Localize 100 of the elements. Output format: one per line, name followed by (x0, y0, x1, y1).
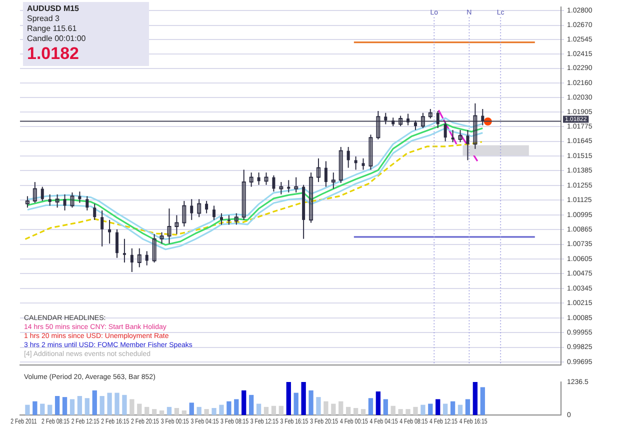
bar (264, 406, 269, 415)
candlestick (368, 134, 373, 170)
bar (390, 406, 396, 415)
bar (331, 404, 336, 415)
bar (436, 399, 440, 415)
bar (152, 409, 157, 415)
candlestick (473, 102, 478, 150)
candlestick (264, 172, 268, 186)
bar (383, 399, 388, 415)
bar (84, 398, 90, 415)
bar (196, 406, 202, 415)
candlestick (137, 248, 142, 268)
bar (32, 401, 38, 415)
candlestick (444, 122, 447, 142)
candlestick (212, 205, 216, 220)
bar (428, 404, 433, 415)
bar (248, 394, 254, 415)
candlestick (272, 174, 276, 192)
bar (443, 404, 448, 415)
candlestick (70, 192, 74, 208)
candlestick (108, 219, 112, 244)
bar (144, 406, 150, 415)
candlestick (93, 203, 96, 220)
bar (338, 401, 344, 415)
candlestick (152, 234, 156, 263)
candlestick (32, 182, 37, 204)
bar (122, 394, 127, 415)
bar (219, 404, 224, 415)
bar (114, 392, 120, 415)
candlestick (331, 172, 336, 190)
candlestick (414, 120, 417, 130)
bar (346, 406, 351, 415)
bar (54, 396, 60, 415)
bar (360, 409, 366, 415)
bar (174, 408, 180, 415)
bar (308, 390, 314, 415)
candlestick (257, 172, 260, 186)
candlestick (346, 146, 350, 168)
annotation: Spread 3 (27, 14, 60, 24)
candlestick (100, 210, 104, 247)
bar (376, 391, 381, 415)
candlestick (294, 176, 298, 193)
candlestick (122, 238, 126, 263)
bar (294, 392, 298, 415)
candlestick (466, 129, 470, 161)
candlestick (86, 196, 89, 211)
bar (413, 406, 418, 415)
bar (70, 399, 75, 415)
candlestick (25, 196, 30, 208)
candlestick (234, 212, 238, 226)
candlestick (167, 208, 172, 244)
annotation: Range 115.61 (27, 24, 78, 34)
bar (271, 406, 276, 415)
bar (40, 404, 45, 415)
candlestick (362, 158, 365, 170)
candlestick (116, 228, 119, 258)
bar (398, 409, 403, 415)
candlestick (205, 200, 208, 214)
bar (92, 390, 97, 415)
candlestick (398, 115, 403, 127)
bar (100, 396, 104, 415)
bar (159, 410, 164, 415)
bar (465, 399, 470, 415)
candlestick (338, 146, 343, 184)
bar (182, 410, 186, 415)
candlestick (458, 129, 462, 143)
candlestick (279, 182, 284, 195)
bar (353, 408, 358, 415)
candlestick (406, 113, 410, 126)
candlestick (249, 172, 254, 188)
bar (324, 401, 328, 415)
candlestick (436, 110, 440, 129)
annotation: 1.0182 (27, 44, 80, 64)
bar (450, 401, 456, 415)
bar (166, 406, 172, 415)
candlestick (48, 194, 52, 206)
bar (286, 382, 291, 415)
candlestick (384, 112, 388, 125)
candlestick (376, 110, 380, 140)
candlestick (227, 214, 230, 226)
bar (256, 404, 262, 415)
candlestick (63, 194, 66, 211)
candlestick (220, 212, 223, 226)
chart-title: AUDUSD M15 (27, 4, 80, 14)
bar (204, 409, 209, 415)
candlestick (174, 214, 179, 235)
bar (62, 397, 68, 415)
bar (242, 390, 246, 415)
bar (107, 392, 112, 415)
candlestick (190, 198, 194, 220)
candlestick (78, 191, 82, 204)
bar (480, 387, 485, 415)
bar (316, 397, 321, 415)
bar (406, 409, 410, 415)
bar (226, 401, 232, 415)
candlestick (130, 248, 134, 273)
bar (25, 404, 30, 415)
candlestick (242, 169, 246, 220)
candlestick (324, 160, 328, 188)
candlestick (145, 250, 148, 266)
